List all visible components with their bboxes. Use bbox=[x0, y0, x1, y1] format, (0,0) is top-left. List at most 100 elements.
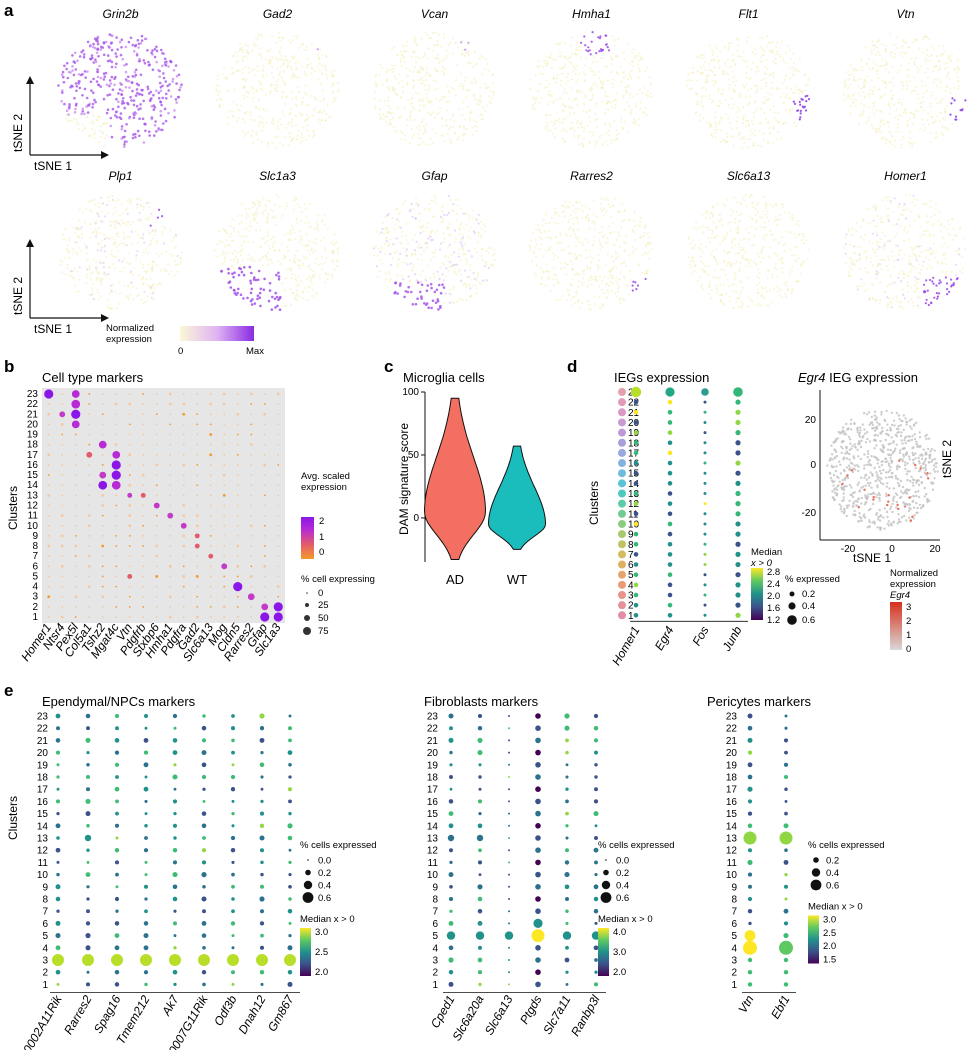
panel-e2-gene-tick: Ranbp3l bbox=[568, 993, 603, 1039]
panel-b-dot bbox=[61, 403, 64, 406]
panel-a-axes-row1: tSNE 2 tSNE 1 bbox=[11, 76, 109, 173]
panel-b-cluster-tick: 18 bbox=[27, 440, 39, 451]
panel-e1-dot bbox=[143, 933, 149, 939]
panel-e1-dot bbox=[55, 823, 61, 829]
panel-b-dot bbox=[247, 593, 255, 601]
panel-b-dot bbox=[74, 514, 77, 517]
panel-e1-dot bbox=[173, 787, 177, 791]
panel-d-right-xtick: 0 bbox=[889, 544, 895, 555]
panel-b-dot bbox=[115, 393, 118, 395]
panel-b-dot bbox=[112, 450, 121, 459]
panel-d-right-legend: Normalized expression Egr4 3 2 1 0 bbox=[890, 568, 938, 655]
panel-b-size-tick-25: 25 bbox=[318, 600, 329, 611]
panel-c-violin: 0 50 100 AD WT bbox=[402, 387, 547, 587]
panel-e2-dot bbox=[446, 931, 456, 940]
panel-e1-dot bbox=[143, 884, 149, 889]
panel-e3-title: Pericytes markers bbox=[707, 694, 812, 709]
panel-e3-dot bbox=[784, 897, 788, 901]
panel-e1-dot bbox=[86, 909, 90, 914]
panel-d-color-tick-12: 1.2 bbox=[767, 615, 780, 626]
panel-e3-dot bbox=[747, 982, 753, 987]
panel-e1-dot bbox=[114, 762, 120, 767]
panel-b-dot bbox=[182, 433, 185, 436]
panel-b-dot bbox=[88, 504, 91, 507]
panel-b-dot bbox=[115, 545, 118, 547]
panel-e1-dot bbox=[144, 860, 148, 864]
panel-b-dot bbox=[115, 595, 118, 598]
panel-b-dot bbox=[101, 433, 104, 436]
panel-e2-dot bbox=[449, 775, 453, 779]
panel-b-dot bbox=[142, 616, 145, 618]
panel-e2-dot bbox=[508, 898, 510, 900]
panel-e2-dot bbox=[535, 786, 541, 792]
panel-e3-cluster-tick: 15 bbox=[726, 809, 738, 820]
panel-e1-dot bbox=[144, 836, 148, 840]
panel-d-dot bbox=[667, 572, 673, 577]
panel-d-cluster-tick: 9 bbox=[628, 530, 634, 541]
panel-b-size-dot-0 bbox=[306, 592, 308, 594]
panel-e1-dot bbox=[114, 896, 120, 902]
panel-e1-dot bbox=[86, 787, 90, 792]
panel-b-dot bbox=[114, 402, 118, 406]
panel-e3-color-legend-title: Median x > 0 bbox=[808, 902, 863, 913]
panel-e1-dot bbox=[201, 970, 207, 975]
panel-d-cluster-tick: 18 bbox=[628, 438, 640, 449]
panel-b-ylabel: Clusters bbox=[6, 486, 20, 530]
panel-e1-dot bbox=[143, 848, 149, 853]
panel-d-right-legend-gradient bbox=[890, 602, 902, 650]
panel-e2-cluster-tick: 9 bbox=[432, 882, 438, 893]
panel-e3-color-gradient bbox=[808, 915, 819, 964]
panel-e1-dotplot: 2322212019181716151413121110987654321X33… bbox=[6, 712, 377, 1050]
panel-b-dot bbox=[88, 433, 91, 436]
panel-b-dot bbox=[196, 504, 199, 507]
panel-b-dot bbox=[250, 453, 253, 456]
panel-d-cluster-swatch bbox=[618, 438, 626, 447]
panel-e1-dot bbox=[230, 774, 236, 780]
panel-b-dot bbox=[88, 474, 91, 476]
panel-b-dot bbox=[47, 524, 50, 527]
panel-b-dot bbox=[101, 504, 105, 507]
panel-b-color-tick-1: 1 bbox=[319, 532, 324, 543]
panel-b-size-dot-75 bbox=[303, 627, 311, 635]
panel-e1-dot bbox=[143, 762, 149, 768]
panel-e2-dot bbox=[447, 834, 455, 842]
panel-e1-dot bbox=[85, 713, 91, 719]
panel-d-dot bbox=[735, 450, 741, 456]
panel-d-cluster-tick: 14 bbox=[628, 479, 640, 490]
panel-b-dot bbox=[209, 565, 212, 568]
panel-b-dot bbox=[47, 544, 51, 548]
panel-b-dot bbox=[101, 514, 104, 517]
panel-b-dot bbox=[169, 504, 172, 507]
panel-e1-dot bbox=[231, 884, 235, 889]
panel-e2-dot bbox=[508, 946, 510, 949]
panel-d-dot bbox=[633, 572, 639, 577]
panel-e2-cluster-tick: 14 bbox=[427, 821, 439, 832]
panel-e3-dot bbox=[743, 940, 757, 955]
panel-d-right-xtick: -20 bbox=[841, 544, 856, 555]
panel-b-dot bbox=[182, 474, 185, 476]
panel-b-dot bbox=[223, 464, 226, 466]
panel-b-dot bbox=[250, 423, 253, 426]
panel-d-dot bbox=[703, 542, 707, 546]
panel-e1-dot bbox=[172, 847, 178, 853]
panel-b-dot bbox=[128, 453, 132, 457]
panel-b-plot-bg bbox=[42, 388, 285, 623]
panel-b-dot bbox=[128, 555, 131, 558]
panel-e1-dot bbox=[288, 738, 292, 743]
panel-e2-dot bbox=[535, 749, 541, 756]
panel-b-dot bbox=[223, 616, 226, 618]
panel-e2-dot bbox=[478, 848, 482, 853]
panel-d-cluster-tick: 22 bbox=[628, 398, 640, 409]
panel-b-cluster-tick: 11 bbox=[28, 511, 39, 522]
panel-d-dot bbox=[735, 440, 741, 446]
panel-e1-dot bbox=[288, 726, 292, 731]
panel-e1-dot bbox=[288, 873, 292, 877]
panel-e1-dot bbox=[85, 798, 91, 804]
panel-e1-dot bbox=[287, 981, 293, 987]
panel-d-cluster-swatch bbox=[618, 519, 626, 528]
panel-e1-cluster-tick: 7 bbox=[42, 907, 48, 918]
panel-b-dot bbox=[236, 453, 239, 456]
panel-b-dot bbox=[277, 504, 280, 507]
panel-e2-size-tick: 0.6 bbox=[616, 893, 629, 904]
panel-b-dot bbox=[47, 585, 50, 588]
